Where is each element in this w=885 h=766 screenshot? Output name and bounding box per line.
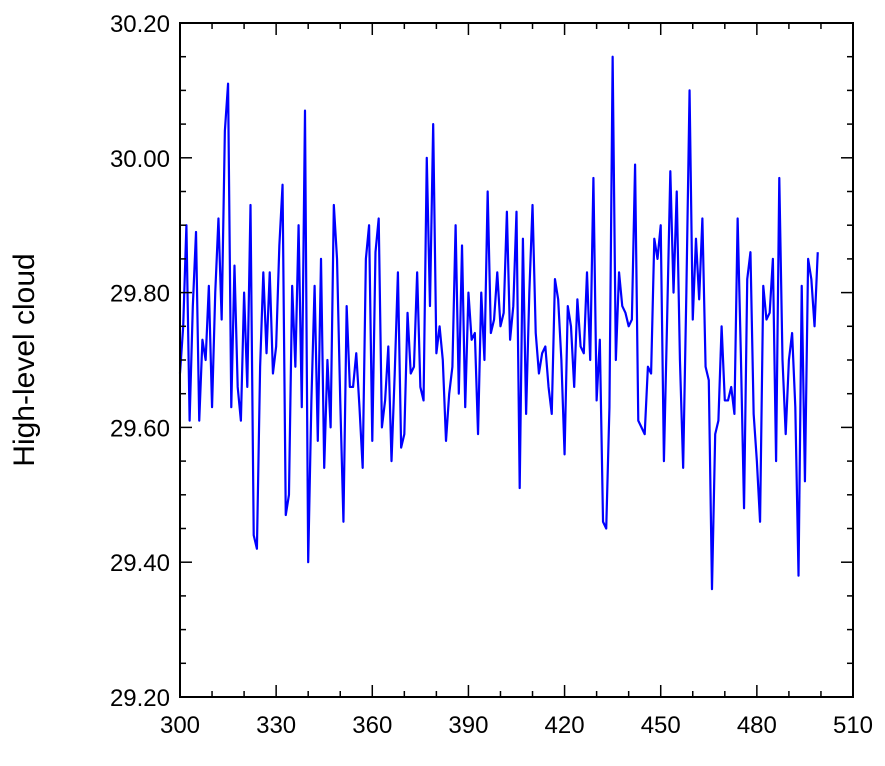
y-axis-label: High-level cloud (8, 253, 41, 466)
y-tick-label: 29.20 (110, 685, 170, 712)
x-tick-label: 480 (737, 712, 777, 739)
y-tick-label: 29.60 (110, 415, 170, 442)
x-tick-label: 360 (352, 712, 392, 739)
x-tick-label: 390 (448, 712, 488, 739)
y-tick-label: 29.40 (110, 550, 170, 577)
x-tick-label: 420 (545, 712, 585, 739)
x-tick-label: 510 (833, 712, 873, 739)
y-tick-label: 30.00 (110, 146, 170, 173)
y-tick-label: 30.20 (110, 11, 170, 38)
x-tick-label: 450 (641, 712, 681, 739)
x-tick-label: 330 (256, 712, 296, 739)
data-line (178, 55, 819, 591)
x-tick-label: 300 (160, 712, 200, 739)
y-tick-label: 29.80 (110, 281, 170, 308)
